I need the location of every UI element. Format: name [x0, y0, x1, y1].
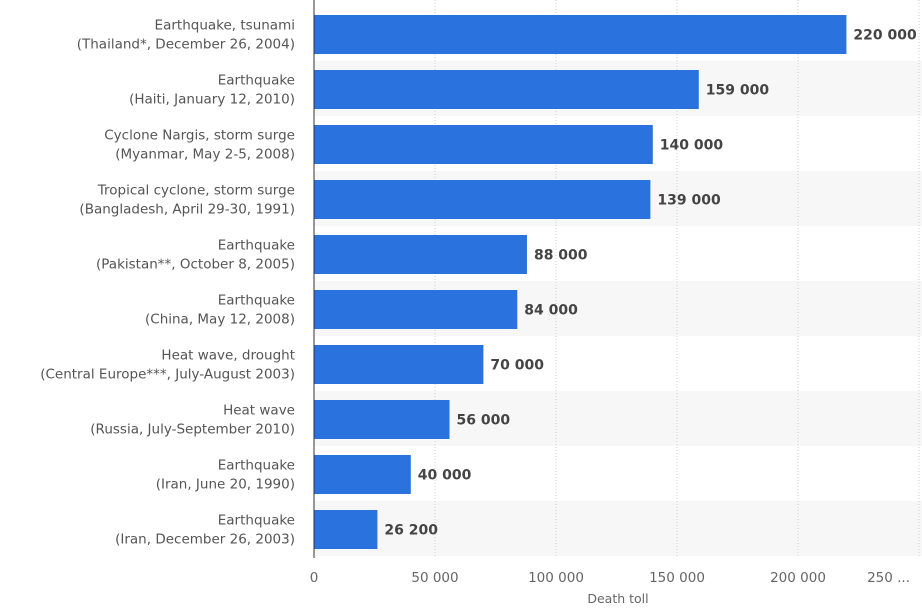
- value-label: 159 000: [706, 83, 770, 99]
- x-tick-label: 50 000: [411, 570, 458, 586]
- value-labels: 220 000 159 000 140 000 139 000 88 000 84 000…: [384, 28, 917, 539]
- value-label: 88 000: [534, 248, 588, 264]
- bar[interactable]: [314, 70, 699, 109]
- bar[interactable]: [314, 180, 651, 219]
- value-label: 40 000: [418, 468, 472, 484]
- category-label-line2: (Russia, July-September 2010): [90, 422, 295, 438]
- value-label: 56 000: [457, 413, 511, 429]
- x-axis-tick-labels: 0 50 000 100 000 150 000 200 000 250 ...: [310, 570, 910, 586]
- x-tick-label: 0: [310, 570, 319, 586]
- category-label-line1: Heat wave, drought: [161, 348, 295, 364]
- category-label-line1: Earthquake, tsunami: [155, 18, 295, 34]
- value-label: 140 000: [660, 138, 724, 154]
- category-label-line1: Cyclone Nargis, storm surge: [104, 128, 295, 144]
- category-label-line1: Earthquake: [218, 458, 295, 474]
- category-label-line2: (Bangladesh, April 29-30, 1991): [79, 202, 295, 218]
- category-label-line2: (Pakistan**, October 8, 2005): [96, 257, 295, 273]
- category-label-line1: Earthquake: [218, 73, 295, 89]
- category-label-line2: (Iran, June 20, 1990): [156, 477, 295, 493]
- value-label: 84 000: [524, 303, 578, 319]
- category-label-line2: (China, May 12, 2008): [145, 312, 295, 328]
- bar[interactable]: [314, 125, 653, 164]
- category-label-line1: Earthquake: [218, 513, 295, 529]
- x-tick-label: 250 ...: [867, 570, 910, 586]
- bar[interactable]: [314, 345, 484, 384]
- category-label-line2: (Myanmar, May 2-5, 2008): [115, 147, 295, 163]
- category-labels: Earthquake, tsunami (Thailand*, December …: [40, 18, 295, 548]
- category-label-line1: Earthquake: [218, 238, 295, 254]
- bar[interactable]: [314, 15, 847, 54]
- category-label-line2: (Thailand*, December 26, 2004): [77, 37, 295, 53]
- x-tick-label: 100 000: [528, 570, 584, 586]
- value-label: 220 000: [853, 28, 917, 44]
- value-label: 70 000: [490, 358, 544, 374]
- category-label-line2: (Iran, December 26, 2003): [115, 532, 295, 548]
- bar[interactable]: [314, 235, 527, 274]
- bar[interactable]: [314, 400, 450, 439]
- bars: [314, 15, 847, 549]
- category-label-line1: Tropical cyclone, storm surge: [97, 183, 295, 199]
- category-label-line2: (Haiti, January 12, 2010): [129, 92, 295, 108]
- category-label-line1: Heat wave: [223, 403, 295, 419]
- x-axis-title: Death toll: [587, 591, 648, 606]
- category-label-line1: Earthquake: [218, 293, 295, 309]
- value-label: 26 200: [384, 523, 438, 539]
- bar[interactable]: [314, 510, 378, 549]
- x-tick-label: 150 000: [649, 570, 705, 586]
- value-label: 139 000: [657, 193, 721, 209]
- bar[interactable]: [314, 455, 411, 494]
- bar[interactable]: [314, 290, 518, 329]
- row-band: [314, 501, 922, 556]
- category-label-line2: (Central Europe***, July-August 2003): [40, 367, 295, 383]
- x-tick-label: 200 000: [770, 570, 826, 586]
